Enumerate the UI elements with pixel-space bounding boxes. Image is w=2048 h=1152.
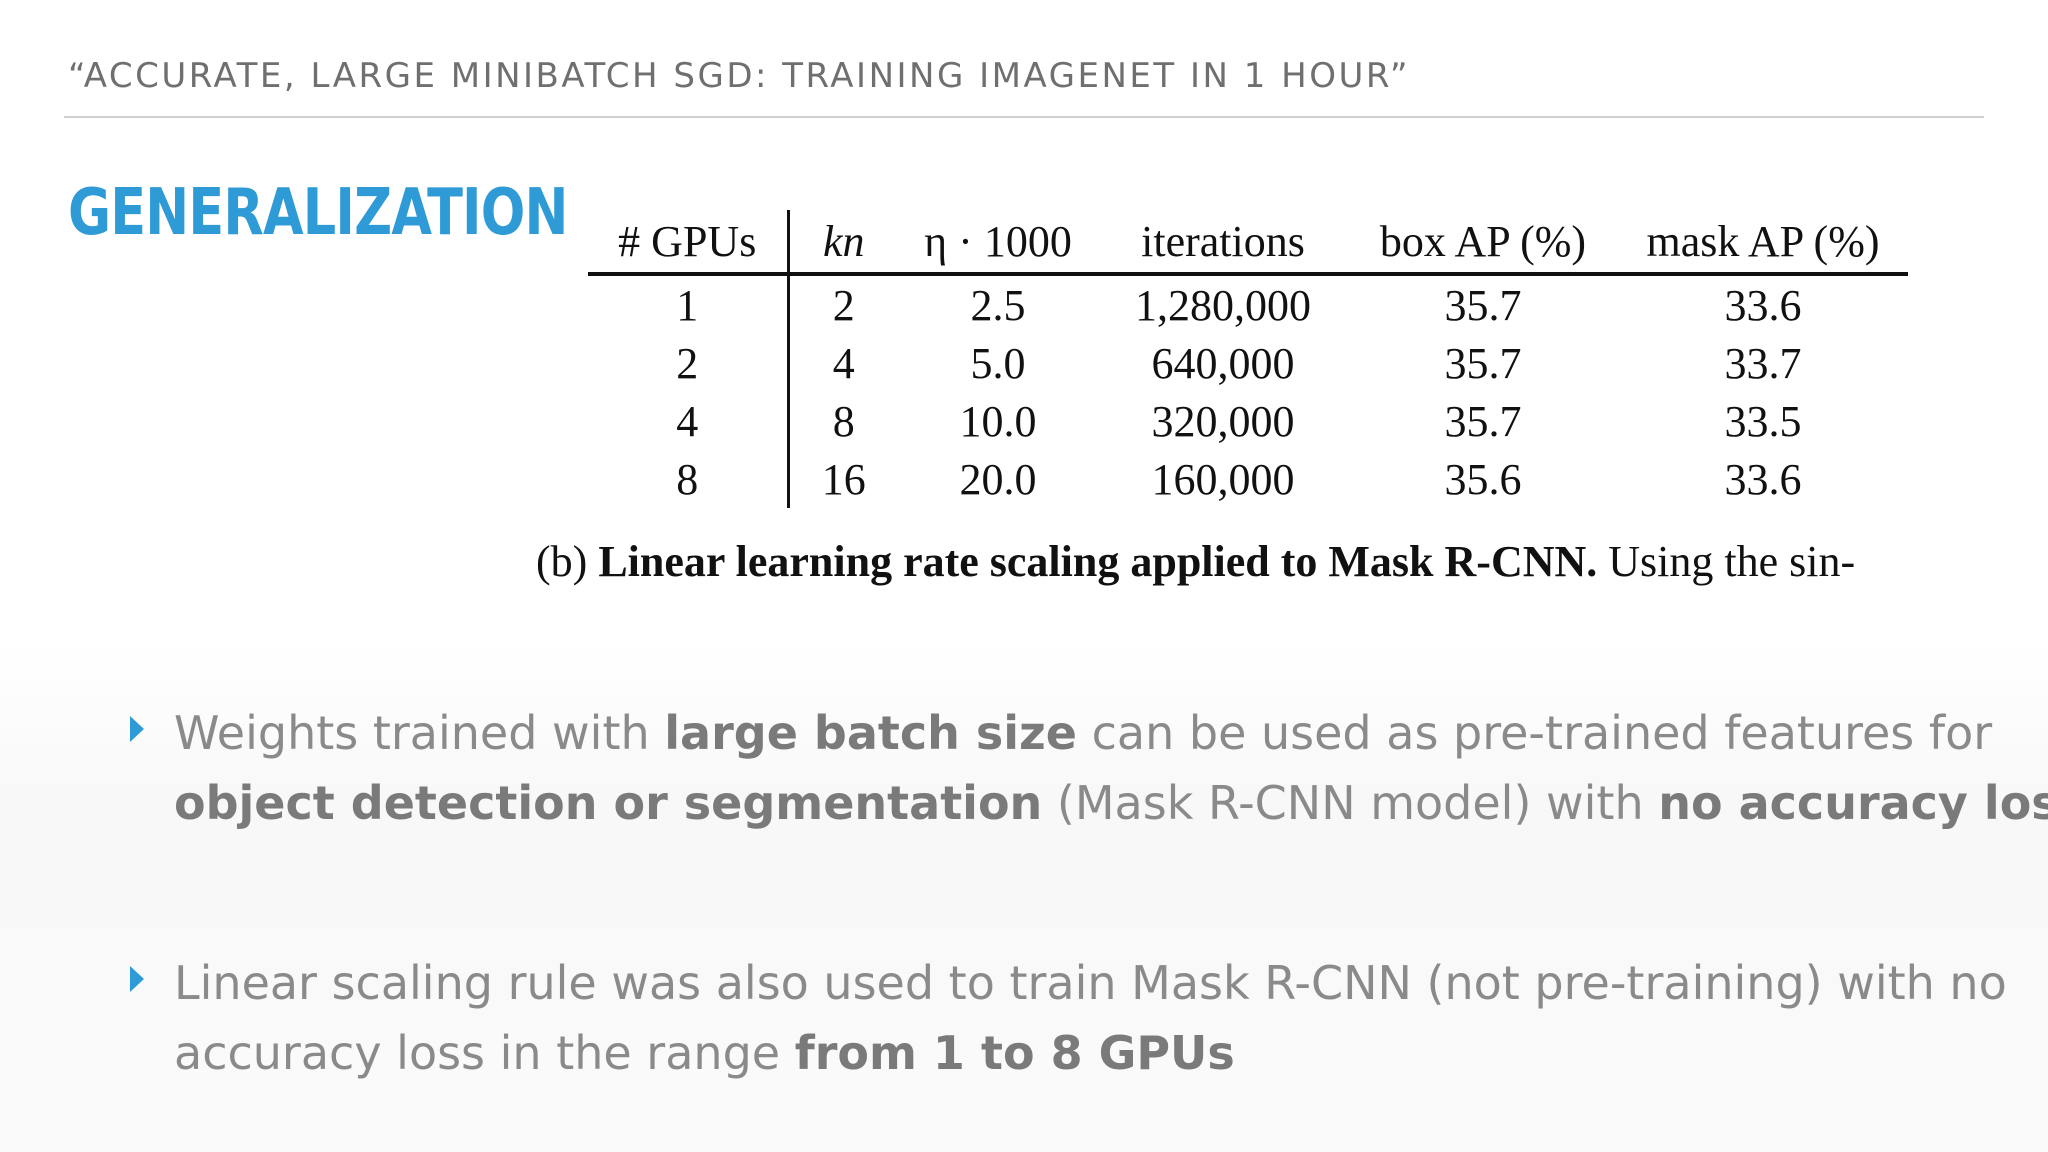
- section-title: GENERALIZATION: [68, 176, 568, 250]
- cell-iterations: 160,000: [1151, 454, 1295, 504]
- cell-mask-ap: 33.6: [1724, 280, 1802, 330]
- column-header-gpus: # GPUs: [588, 210, 790, 274]
- cell-kn: 8: [832, 396, 855, 446]
- cell-learning-rate: 5.0: [970, 338, 1026, 388]
- bullet-triangle-icon: [130, 716, 144, 742]
- cell-gpus: 2: [588, 334, 790, 392]
- table-row: 4 8 10.0 320,000 35.7 33.5: [588, 392, 1908, 450]
- cell-box-ap: 35.7: [1444, 280, 1522, 330]
- column-header-iterations: iterations: [1141, 216, 1305, 266]
- cell-box-ap: 35.6: [1444, 454, 1522, 504]
- caption-prefix: (b): [536, 537, 599, 586]
- bullet-text-segment: can be used as pre-trained features for: [1077, 706, 1993, 760]
- cell-gpus: 8: [588, 450, 790, 508]
- cell-box-ap: 35.7: [1444, 396, 1522, 446]
- bullet-area: Weights trained with large batch size ca…: [0, 640, 2048, 1152]
- table-row: 2 4 5.0 640,000 35.7 33.7: [588, 334, 1908, 392]
- results-table: # GPUs kn η · 1000 iterations box AP (%)…: [588, 210, 1908, 508]
- bullet-text: Linear scaling rule was also used to tra…: [174, 948, 2048, 1088]
- cell-mask-ap: 33.5: [1724, 396, 1802, 446]
- table-caption: (b) Linear learning rate scaling applied…: [536, 536, 1855, 587]
- table-row: 8 16 20.0 160,000 35.6 33.6: [588, 450, 1908, 508]
- cell-iterations: 1,280,000: [1135, 280, 1311, 330]
- cell-learning-rate: 20.0: [959, 454, 1037, 504]
- caption-bold: Linear learning rate scaling applied to …: [598, 537, 1598, 586]
- cell-mask-ap: 33.6: [1724, 454, 1802, 504]
- cell-box-ap: 35.7: [1444, 338, 1522, 388]
- cell-gpus: 4: [588, 392, 790, 450]
- bullet-text: Weights trained with large batch size ca…: [174, 698, 2048, 838]
- column-header-learning-rate: η · 1000: [924, 216, 1072, 266]
- table-row: 1 2 2.5 1,280,000 35.7 33.6: [588, 274, 1908, 334]
- column-header-mask-ap: mask AP (%): [1646, 216, 1880, 266]
- column-header-kn: kn: [822, 216, 865, 266]
- caption-rest: Using the sin-: [1597, 537, 1856, 586]
- bullet-triangle-icon: [130, 966, 144, 992]
- cell-iterations: 320,000: [1151, 396, 1295, 446]
- bullet-text-bold: object detection or segmentation: [174, 776, 1043, 830]
- slide-header-title: “ACCURATE, LARGE MINIBATCH SGD: TRAINING…: [68, 56, 1410, 96]
- cell-learning-rate: 10.0: [959, 396, 1037, 446]
- bullet-text-segment: (Mask R-CNN model) with: [1042, 776, 1659, 830]
- results-table-figure: # GPUs kn η · 1000 iterations box AP (%)…: [588, 210, 1908, 512]
- cell-iterations: 640,000: [1151, 338, 1295, 388]
- bullet-text-segment: Linear scaling rule was also used to tra…: [174, 956, 2007, 1080]
- table-header-row: # GPUs kn η · 1000 iterations box AP (%)…: [588, 210, 1908, 274]
- cell-kn: 2: [832, 280, 855, 330]
- header-divider: [64, 116, 1984, 118]
- bullet-text-bold: no accuracy loss: [1658, 776, 2048, 830]
- bullet-text-bold: from 1 to 8 GPUs: [794, 1026, 1235, 1080]
- cell-learning-rate: 2.5: [970, 280, 1026, 330]
- cell-kn: 4: [832, 338, 855, 388]
- column-header-box-ap: box AP (%): [1379, 216, 1587, 266]
- cell-gpus: 1: [588, 274, 790, 334]
- cell-kn: 16: [821, 454, 866, 504]
- cell-mask-ap: 33.7: [1724, 338, 1802, 388]
- bullet-text-bold: large batch size: [664, 706, 1078, 760]
- bullet-text-segment: Weights trained with: [174, 706, 665, 760]
